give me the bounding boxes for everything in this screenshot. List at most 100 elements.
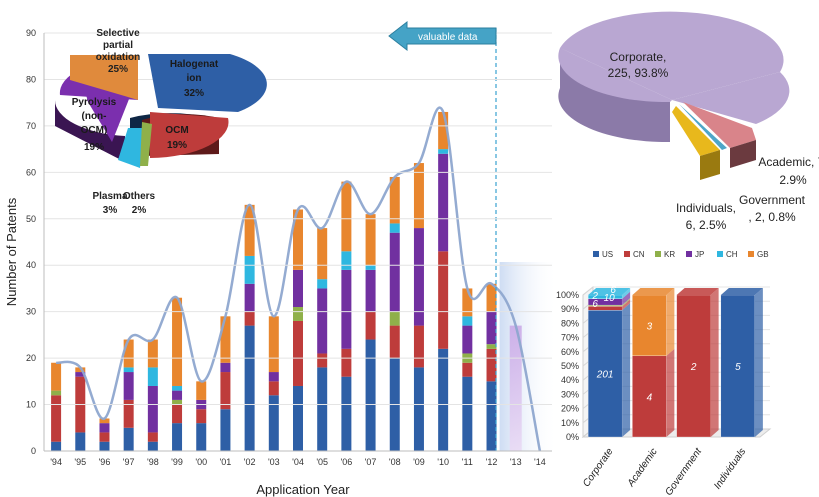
bar-segment-jp — [75, 372, 86, 377]
pct-y-tick-label: 40% — [561, 375, 579, 385]
bar-segment-gb — [123, 339, 134, 368]
bar-segment-cn — [51, 395, 62, 442]
legend-swatch-kr — [655, 251, 661, 257]
bar-segment-jp — [123, 372, 134, 400]
legend-swatch-ch — [717, 251, 723, 257]
pct-y-tick-label: 100% — [556, 290, 579, 300]
x-tick-label: '00 — [195, 457, 207, 467]
pct-bar-side — [622, 291, 631, 306]
pct-category-label: Corporate — [581, 446, 616, 489]
bar-segment-ch — [438, 149, 449, 154]
pct-bar-top — [720, 288, 763, 295]
label-halogenation-2: ion — [187, 73, 202, 84]
bar-segment-cn — [293, 320, 303, 386]
bar-segment-us — [220, 409, 231, 451]
bar-segment-ch — [341, 251, 352, 270]
bar-segment-cn — [244, 311, 255, 326]
y-tick-label: 90 — [26, 28, 36, 38]
bar-segment-cn — [147, 432, 158, 442]
x-tick-label: '05 — [316, 457, 328, 467]
projected-region — [499, 262, 558, 451]
bar-segment-us — [196, 423, 207, 451]
bar-segment-gb — [99, 418, 110, 424]
pct-bar-top — [632, 288, 675, 295]
bar-segment-cn — [413, 325, 424, 368]
pct-segment-label: 10 — [604, 293, 616, 304]
bar-segment-gb — [172, 297, 183, 386]
pct-segment-label: 201 — [596, 370, 614, 381]
bar-segment-us — [486, 381, 497, 451]
legend-label-kr: KR — [664, 250, 675, 259]
bar-segment-ch — [244, 255, 255, 284]
x-tick-label: '13 — [510, 457, 522, 467]
bar-segment-ch — [462, 316, 473, 326]
label-others-pct: 2% — [132, 205, 147, 216]
pct-bar-side — [710, 288, 719, 437]
bar-segment-us — [293, 385, 303, 451]
pct-segment-label: 3 — [647, 321, 653, 332]
bar-segment-jp — [462, 325, 473, 354]
bar-segment-us — [123, 427, 134, 451]
bar-segment-cn — [341, 348, 352, 377]
label-academic-2: 2.9% — [779, 173, 807, 187]
pct-bar-segment-us — [720, 294, 756, 438]
label-government-1: Government — [739, 193, 806, 207]
bar-segment-us — [365, 339, 376, 451]
pct-segment-label: 4 — [647, 392, 653, 403]
pct-category-label: Academic — [625, 446, 660, 489]
bar-segment-gb — [220, 316, 231, 363]
pie-slice-plasma — [118, 128, 145, 168]
applicant-slice-academic — [683, 102, 756, 148]
y-tick-label: 80 — [26, 74, 36, 84]
pie-slice-others — [140, 122, 152, 166]
pct-y-tick-label: 30% — [561, 389, 579, 399]
bar-segment-cn — [196, 409, 207, 424]
label-pyrolysis-1: Pyrolysis — [72, 97, 117, 108]
bar-segment-gb — [268, 316, 279, 373]
x-tick-label: '07 — [365, 457, 377, 467]
bar-segment-jp — [438, 153, 449, 252]
y-tick-label: 0 — [31, 446, 36, 456]
technology-pie — [54, 54, 267, 168]
label-others: Others — [123, 191, 156, 202]
pct-bar-side — [666, 348, 675, 437]
bar-segment-gb — [438, 111, 449, 150]
pct-bar-side — [622, 288, 631, 299]
bar-segment-jp — [389, 232, 400, 312]
label-ocm: OCM — [165, 125, 188, 136]
bar-segment-us — [341, 376, 352, 451]
bar-segment-jp — [268, 372, 279, 382]
bar-segment-cn — [317, 353, 328, 368]
pct-y-tick-label: 20% — [561, 404, 579, 414]
bar-segment-cn — [99, 432, 110, 442]
y-tick-label: 20 — [26, 353, 36, 363]
pct-bar-segment-us — [587, 309, 623, 438]
y-tick-label: 40 — [26, 260, 36, 270]
bar-segment-gb — [462, 288, 473, 317]
bar-segment-gb — [365, 214, 376, 266]
pct-gridline-side — [582, 286, 594, 296]
bar-segment-kr — [389, 311, 400, 326]
bar-segment-gb — [51, 362, 62, 391]
label-pyrolysis-2: (non- — [82, 111, 107, 122]
label-selective-pct: 25% — [108, 64, 128, 75]
pct-segment-label: 6 — [610, 285, 616, 296]
bar-segment-us — [75, 432, 86, 451]
label-academic-1: Academic, 7, — [758, 155, 819, 169]
valuable-data-label: valuable data — [418, 32, 478, 43]
bar-segment-jp — [172, 390, 183, 400]
bar-segment-cn — [172, 404, 183, 424]
y-tick-label: 30 — [26, 307, 36, 317]
valuable-data-arrow: valuable data — [388, 20, 497, 52]
bar-segment-kr — [172, 399, 183, 405]
bar-segment-us — [172, 423, 183, 451]
x-tick-label: '02 — [244, 457, 256, 467]
bar-segment-kr — [486, 344, 497, 349]
bar-segment-ch — [172, 385, 183, 391]
bar-segment-us — [317, 367, 328, 451]
applicant-pie-labels: Corporate, 225, 93.8% Academic, 7, 2.9% … — [608, 50, 819, 232]
y-tick-label: 60 — [26, 167, 36, 177]
pct-segment-label: 6 — [592, 299, 598, 310]
y-tick-label: 70 — [26, 121, 36, 131]
